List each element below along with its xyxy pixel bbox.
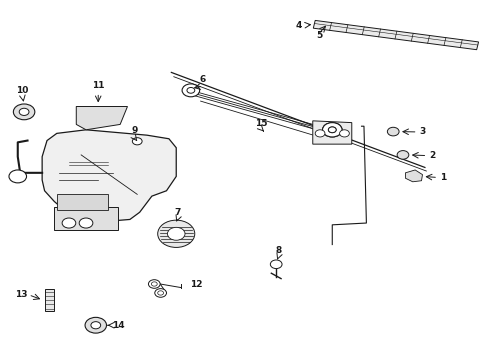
Circle shape: [158, 291, 163, 295]
Circle shape: [13, 104, 35, 120]
Circle shape: [148, 280, 160, 288]
Polygon shape: [312, 121, 351, 144]
Bar: [57, 194, 108, 211]
Circle shape: [396, 150, 408, 159]
Circle shape: [386, 127, 398, 136]
Circle shape: [186, 87, 194, 93]
Circle shape: [158, 220, 194, 247]
Circle shape: [182, 84, 199, 97]
Text: 4: 4: [295, 21, 302, 30]
Text: 6: 6: [200, 75, 206, 84]
Text: 3: 3: [418, 127, 425, 136]
Circle shape: [328, 127, 335, 133]
Text: 14: 14: [112, 321, 124, 330]
Text: 5: 5: [316, 31, 322, 40]
Text: 7: 7: [174, 208, 180, 217]
Circle shape: [270, 260, 282, 269]
Circle shape: [85, 318, 106, 333]
Bar: [44, 289, 54, 311]
Circle shape: [315, 130, 325, 137]
Circle shape: [167, 227, 184, 240]
Text: 8: 8: [275, 246, 281, 255]
Text: 11: 11: [92, 81, 104, 90]
Polygon shape: [313, 21, 478, 50]
Text: 12: 12: [189, 280, 202, 289]
Polygon shape: [76, 107, 127, 130]
Polygon shape: [405, 170, 422, 182]
Circle shape: [155, 289, 166, 297]
Circle shape: [19, 108, 29, 116]
Text: 15: 15: [255, 119, 267, 128]
Circle shape: [322, 123, 341, 137]
Circle shape: [9, 170, 26, 183]
Text: 9: 9: [131, 126, 138, 135]
Circle shape: [328, 127, 335, 133]
Circle shape: [91, 321, 101, 329]
Circle shape: [132, 138, 142, 145]
Text: 1: 1: [439, 173, 445, 182]
Text: 2: 2: [428, 151, 434, 160]
Text: 10: 10: [17, 86, 29, 95]
Circle shape: [322, 123, 341, 137]
Circle shape: [339, 130, 348, 137]
Bar: [54, 207, 118, 230]
Circle shape: [62, 218, 76, 228]
Polygon shape: [42, 130, 176, 221]
Text: 13: 13: [15, 290, 27, 299]
Circle shape: [79, 218, 93, 228]
Circle shape: [151, 282, 157, 286]
